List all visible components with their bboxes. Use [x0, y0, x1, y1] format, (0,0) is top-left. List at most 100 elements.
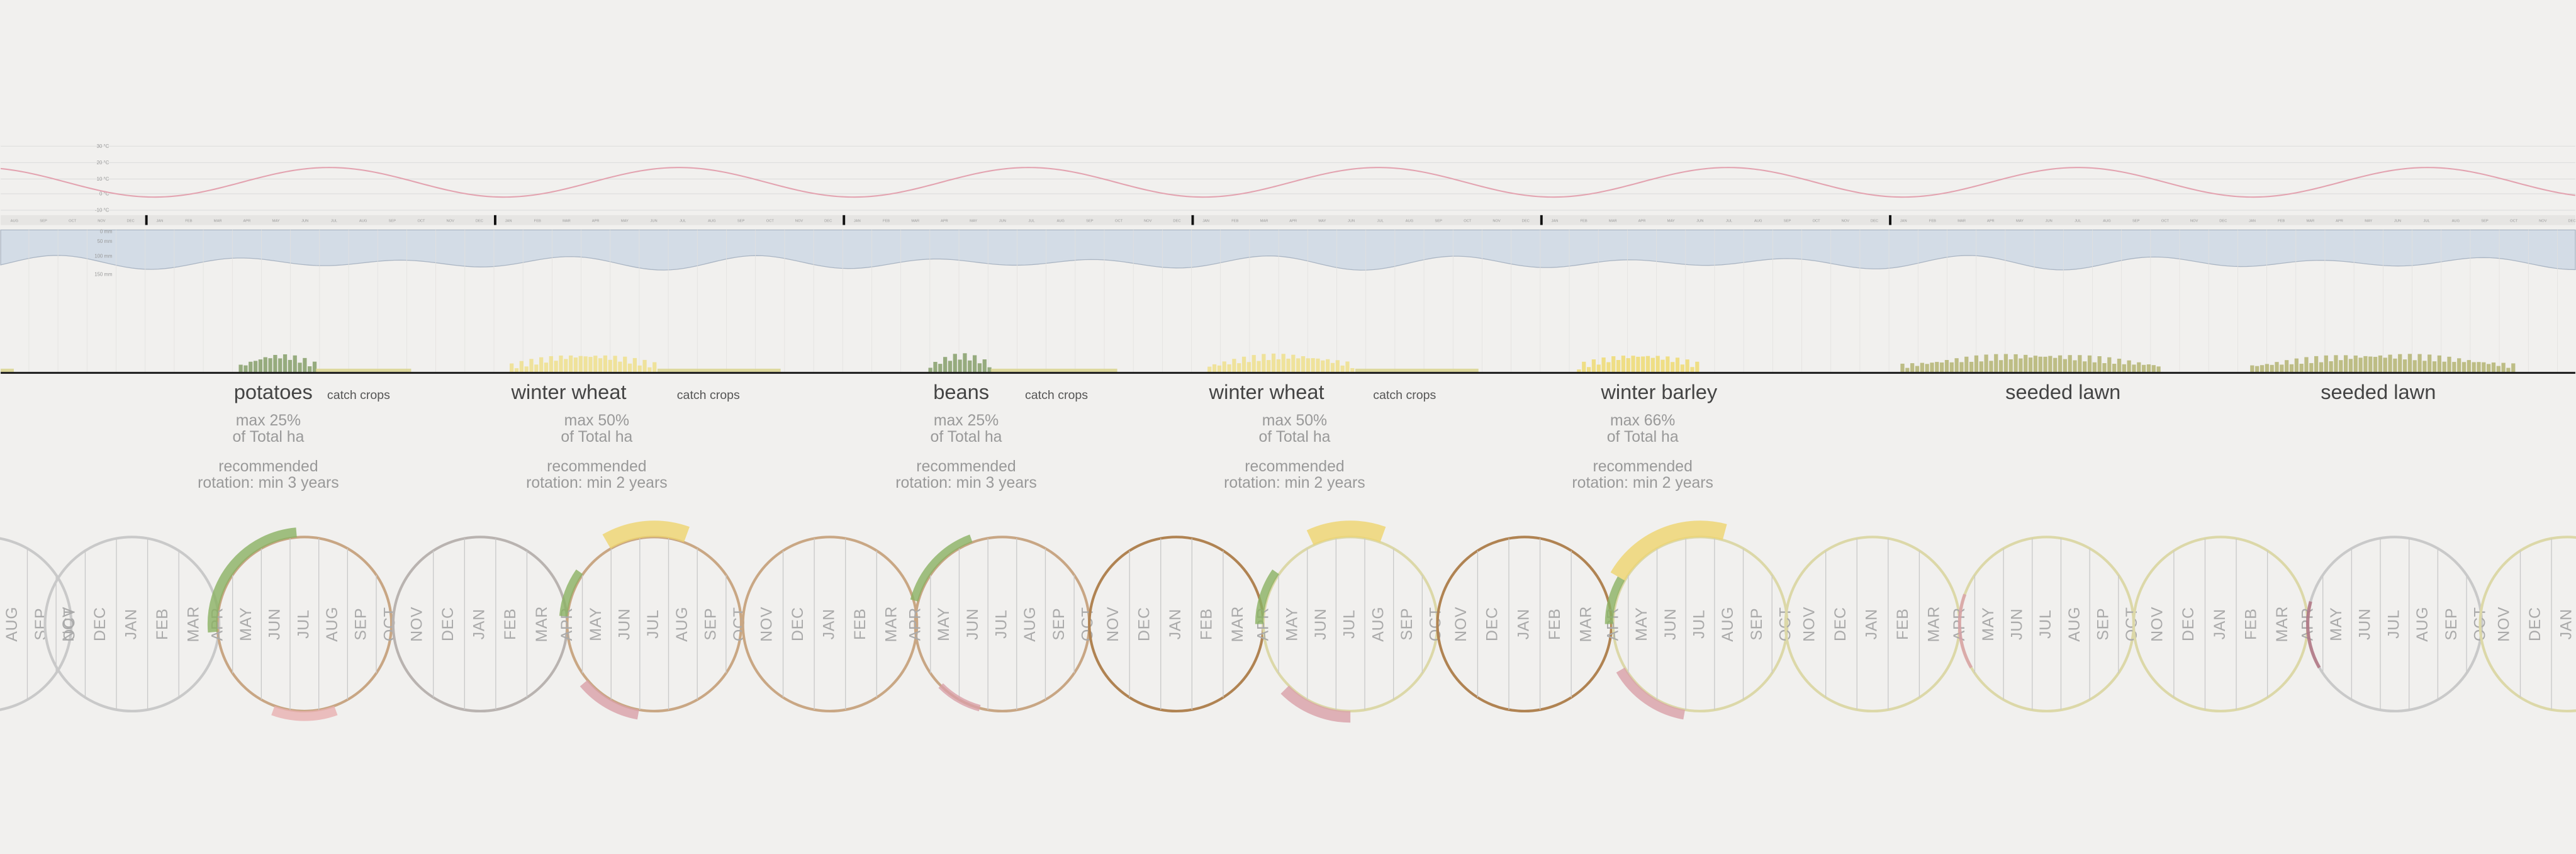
circle-month: JAN: [123, 609, 140, 639]
growth: [1222, 361, 1226, 373]
rotation: rotation: min 3 years: [198, 475, 339, 492]
max-share: max 50%: [1262, 412, 1327, 429]
growth: [652, 362, 657, 373]
growth: [312, 361, 317, 373]
growth: [1636, 356, 1640, 373]
crop-arc: [1957, 593, 1973, 669]
temp-tick: 30 °C: [97, 143, 109, 149]
strip-month: JUN: [301, 219, 308, 223]
circle-month: OCT: [381, 607, 398, 641]
growth: [1237, 363, 1241, 373]
growth: [613, 356, 617, 373]
growth: [2407, 354, 2412, 373]
crop-arc: [1255, 569, 1279, 624]
crop-name: potatoes: [234, 380, 313, 403]
circle-month: FEB: [2243, 608, 2260, 640]
growth: [2024, 354, 2028, 373]
circle-month: JUN: [267, 608, 284, 640]
circle-month: DEC: [2527, 607, 2544, 641]
circle-month: FEB: [502, 608, 519, 640]
growth: [1252, 355, 1256, 373]
circle-month: AUG: [4, 607, 21, 642]
growth: [593, 356, 598, 373]
growth: [529, 359, 534, 373]
circle-month: AUG: [2066, 607, 2083, 642]
growth: [1959, 362, 1964, 373]
precip-tick: 100 mm: [94, 254, 112, 259]
growth: [2348, 359, 2353, 373]
strip-month: MAR: [2307, 219, 2315, 223]
growth: [244, 365, 248, 373]
growth: [2496, 366, 2500, 373]
growth: [982, 359, 987, 373]
circle-month: DEC: [790, 607, 807, 641]
strip-month: JUN: [1696, 219, 1703, 223]
circle-month: FEB: [1895, 608, 1912, 640]
circle-month: JUN: [2009, 608, 2026, 640]
growth: [2048, 356, 2052, 373]
strip-month: JAN: [1900, 219, 1907, 223]
growth: [1954, 358, 1959, 373]
growth: [642, 359, 647, 373]
circle-month: JAN: [2212, 609, 2229, 639]
growth: [2314, 356, 2319, 373]
strip-month: JUL: [2424, 219, 2430, 223]
strip-month: MAY: [2016, 219, 2024, 223]
growth: [2008, 359, 2013, 373]
strip-month: SEP: [1784, 219, 1791, 223]
catch-growth: [316, 368, 412, 373]
strip-month: MAY: [2365, 219, 2372, 223]
max-share: max 50%: [564, 412, 629, 429]
growth: [2388, 354, 2392, 373]
growth: [1281, 354, 1285, 373]
growth: [1241, 356, 1246, 373]
circle-month: JUL: [1691, 609, 1708, 638]
circle-month: APR: [907, 607, 924, 641]
strip-month: OCT: [69, 219, 77, 223]
growth: [1631, 356, 1635, 373]
strip-month: OCT: [1115, 219, 1123, 223]
growth: [544, 362, 549, 373]
strip-month: MAR: [1957, 219, 1966, 223]
strip-month: JUL: [1028, 219, 1034, 223]
crop-name: seeded lawn: [2321, 380, 2436, 403]
circle-month: DEC: [1136, 607, 1153, 641]
strip-month: DEC: [1522, 219, 1530, 223]
rotation: rotation: min 2 years: [1572, 475, 1713, 492]
growth: [1994, 354, 1998, 373]
growth: [2437, 355, 2441, 373]
growth: [1306, 358, 1310, 373]
strip-month: NOV: [1144, 219, 1152, 223]
temp-tick: 0 °C: [99, 191, 109, 197]
growth: [1984, 354, 1988, 373]
growth: [2087, 355, 2092, 373]
strip-month: JAN: [505, 219, 512, 223]
circle-month: JAN: [1864, 609, 1881, 639]
growth: [2092, 362, 2097, 373]
circle-month: MAY: [1633, 607, 1650, 641]
catch-growth: [1, 368, 14, 373]
strip-month: MAY: [1667, 219, 1675, 223]
month-strip: [1, 215, 2575, 225]
circle-month: FEB: [852, 608, 869, 640]
growth: [2428, 354, 2432, 373]
circle-month: SEP: [2443, 608, 2460, 641]
circle-month: JAN: [820, 609, 837, 639]
growth: [2442, 361, 2446, 373]
growth: [1910, 363, 1915, 373]
growth: [1616, 360, 1621, 373]
strip-month: DEC: [476, 219, 483, 223]
season-circle: [2478, 536, 2576, 713]
growth: [953, 354, 957, 373]
growth: [293, 355, 297, 373]
strip-month: NOV: [446, 219, 454, 223]
strip-month: MAY: [621, 219, 629, 223]
strip-month: MAR: [563, 219, 571, 223]
strip-month: NOV: [1492, 219, 1501, 223]
circle-month: FEB: [1199, 608, 1216, 640]
strip-month: AUG: [1754, 219, 1762, 223]
growth: [2472, 362, 2476, 373]
growth: [2083, 361, 2087, 373]
strip-month: JUN: [2046, 219, 2052, 223]
growth: [1675, 357, 1680, 373]
